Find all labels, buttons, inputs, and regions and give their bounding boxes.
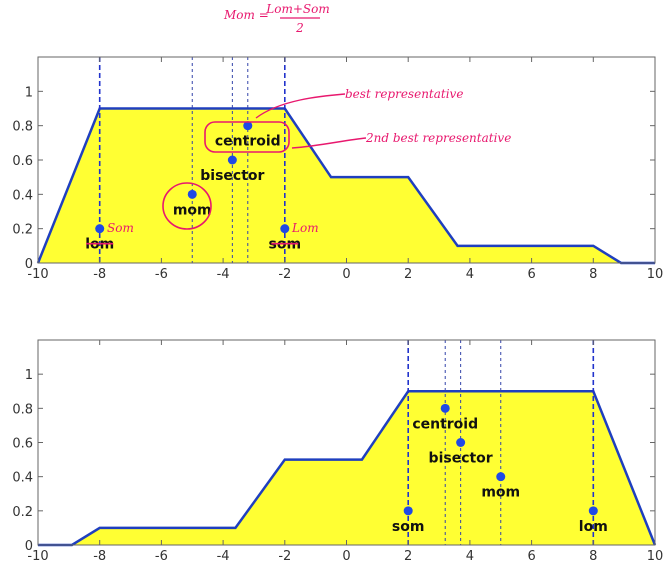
y-tick-label: 0.8: [12, 120, 33, 135]
x-tick-label: 10: [647, 267, 664, 282]
y-tick-label: 1: [25, 85, 33, 100]
x-tick-label: -6: [155, 267, 168, 282]
membership-line: [38, 390, 657, 547]
bisector-label: bisector: [200, 168, 264, 184]
bisector-marker: [227, 155, 237, 165]
y-tick-label: 0.2: [12, 223, 33, 238]
y-tick-label: 0.6: [12, 154, 33, 169]
mom-marker: [187, 189, 197, 199]
mom-marker: [496, 472, 506, 482]
y-tick-label: 0.8: [12, 402, 33, 417]
y-tick-label: 0: [25, 257, 33, 272]
x-tick-label: -8: [93, 549, 106, 564]
x-tick-label: 8: [589, 549, 597, 564]
x-tick-label: -2: [278, 549, 291, 564]
chart-top: -10 -8 -6 -4 -2 0 2 4 6 8 10 0 0.2 0.4 0.6 0.8 1 lom mom bi…: [12, 56, 664, 282]
membership-line: [36, 107, 655, 265]
formula-denominator: 2: [295, 21, 304, 35]
lom-label: lom: [579, 519, 608, 535]
y-tick-label: 1: [25, 368, 33, 383]
membership-area: [38, 391, 655, 545]
best-representative-note: best representative: [345, 87, 463, 101]
centroid-circle: [204, 121, 290, 153]
mom-label: mom: [173, 202, 212, 218]
x-tick-label: 10: [647, 549, 664, 564]
x-tick-label: -2: [278, 267, 291, 282]
y-tick-label: 0: [25, 539, 33, 554]
chart-bottom: -10 -8 -6 -4 -2 0 2 4 6 8 10 0 0.2 0.4 0.6 0.8 1 som centr…: [12, 339, 664, 564]
x-tick-label: 0: [342, 267, 350, 282]
som-note: Som: [107, 221, 134, 235]
som-label: som: [392, 519, 425, 535]
x-tick-label: -8: [93, 267, 106, 282]
lom-label: lom: [85, 237, 114, 253]
x-tick-label: 6: [527, 549, 535, 564]
x-tick-label: 4: [466, 267, 474, 282]
x-tick-label: -4: [217, 549, 230, 564]
x-tick-label: 4: [466, 549, 474, 564]
som-label: som: [269, 237, 302, 253]
lom-note: Lom: [291, 221, 319, 235]
second-best-arrow: [291, 137, 367, 149]
bisector-label: bisector: [429, 451, 493, 467]
mom-label: mom: [481, 485, 520, 501]
x-tick-label: 2: [404, 549, 412, 564]
som-marker: [403, 506, 413, 516]
second-best-representative-note: 2nd best representative: [365, 131, 511, 145]
x-tick-label: -6: [155, 549, 168, 564]
centroid-marker: [440, 403, 450, 413]
mom-formula: Mom = Lom+Som 2: [223, 2, 330, 35]
lom-marker: [588, 506, 598, 516]
y-tick-label: 0.4: [12, 188, 33, 203]
y-tick-label: 0.2: [12, 505, 33, 520]
x-tick-label: 8: [589, 267, 597, 282]
x-tick-label: -10: [27, 549, 48, 564]
best-arrow: [255, 93, 346, 119]
x-tick-label: -4: [217, 267, 230, 282]
handwritten-annotations: Mom = Lom+Som 2 best representative 2nd …: [107, 2, 511, 235]
som-marker: [280, 224, 290, 234]
y-tick-label: 0.4: [12, 471, 33, 486]
centroid-marker: [243, 121, 253, 131]
centroid-label: centroid: [412, 416, 478, 432]
x-tick-label: 6: [527, 267, 535, 282]
x-tick-label: -10: [27, 267, 48, 282]
formula-lhs: Mom =: [223, 8, 269, 22]
x-tick-label: 2: [404, 267, 412, 282]
mom-circle: [162, 182, 212, 230]
x-tick-label: 0: [342, 549, 350, 564]
centroid-label: centroid: [215, 134, 281, 150]
y-tick-label: 0.6: [12, 437, 33, 452]
lom-marker: [95, 224, 105, 234]
bisector-marker: [456, 438, 466, 447]
formula-numerator: Lom+Som: [265, 2, 329, 16]
